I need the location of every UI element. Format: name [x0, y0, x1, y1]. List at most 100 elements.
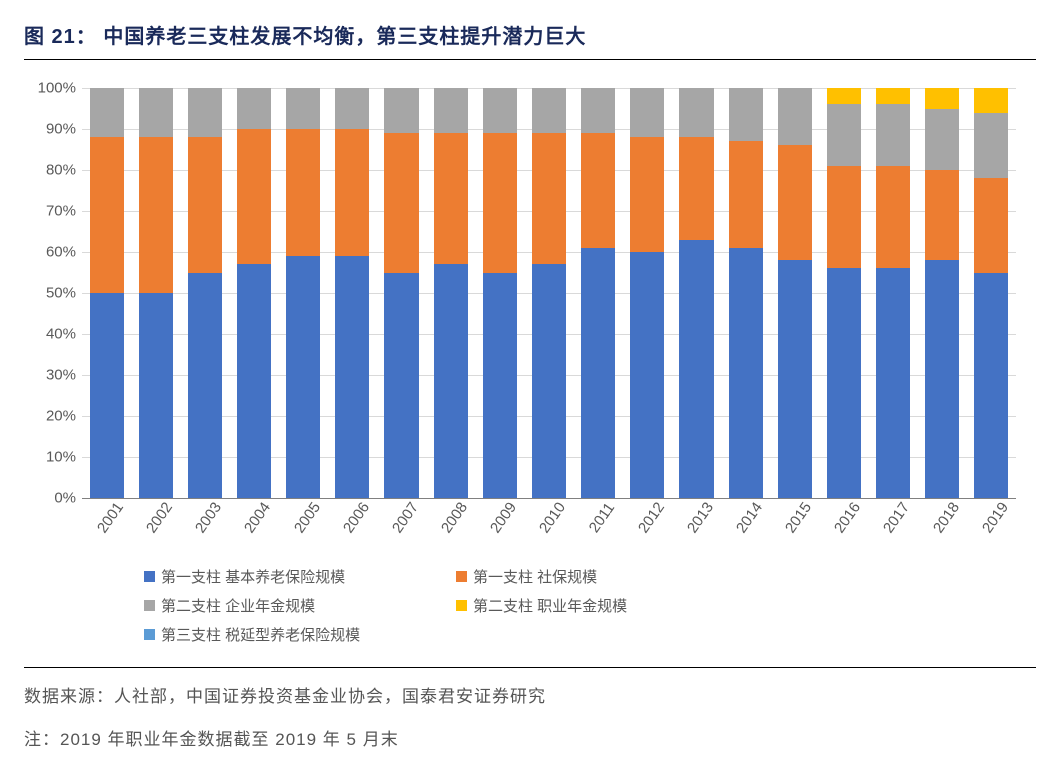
bar-column — [237, 88, 271, 498]
bar-column — [679, 88, 713, 498]
bar-column — [827, 88, 861, 498]
bar-segment — [974, 113, 1008, 179]
y-tick-label: 40% — [24, 326, 76, 343]
title-text: 中国养老三支柱发展不均衡，第三支柱提升潜力巨大 — [103, 26, 586, 48]
legend-label: 第三支柱 税延型养老保险规模 — [161, 624, 360, 645]
bar-segment — [286, 88, 320, 129]
y-tick-label: 100% — [24, 80, 76, 97]
bar-segment — [876, 104, 910, 166]
legend-swatch — [456, 571, 467, 582]
bar-column — [139, 88, 173, 498]
bar-segment — [286, 129, 320, 256]
bar-segment — [139, 88, 173, 137]
bar-segment — [925, 88, 959, 109]
title-prefix: 图 21： — [24, 26, 97, 48]
bar-segment — [581, 88, 615, 133]
legend: 第一支柱 基本养老保险规模 第一支柱 社保规模第二支柱 企业年金规模 第二支柱 职业… — [144, 566, 964, 645]
bar-segment — [974, 88, 1008, 113]
bar-column — [532, 88, 566, 498]
figure-title: 图 21： 中国养老三支柱发展不均衡，第三支柱提升潜力巨大 — [24, 20, 1036, 60]
bar-segment — [630, 137, 664, 252]
bar-segment — [532, 88, 566, 133]
bar-segment — [581, 133, 615, 248]
y-tick-label: 10% — [24, 449, 76, 466]
bar-segment — [384, 273, 418, 499]
bar-segment — [286, 256, 320, 498]
bar-segment — [237, 88, 271, 129]
y-tick-label: 50% — [24, 285, 76, 302]
y-tick-label: 70% — [24, 203, 76, 220]
bar-column — [483, 88, 517, 498]
bar-column — [384, 88, 418, 498]
bar-segment — [679, 137, 713, 240]
legend-label: 第二支柱 企业年金规模 — [161, 595, 315, 616]
legend-swatch — [456, 600, 467, 611]
bar-segment — [139, 293, 173, 498]
bar-segment — [90, 293, 124, 498]
bar-column — [974, 88, 1008, 498]
bar-column — [581, 88, 615, 498]
y-tick-label: 90% — [24, 121, 76, 138]
bar-segment — [434, 88, 468, 133]
bar-segment — [679, 240, 713, 498]
bar-segment — [876, 88, 910, 104]
bar-segment — [532, 264, 566, 498]
legend-item: 第二支柱 职业年金规模 — [456, 595, 736, 616]
bar-segment — [729, 248, 763, 498]
bar-segment — [188, 273, 222, 499]
bar-column — [729, 88, 763, 498]
bar-segment — [974, 178, 1008, 272]
legend-item: 第三支柱 税延型养老保险规模 — [144, 624, 424, 645]
bar-segment — [335, 256, 369, 498]
legend-label: 第一支柱 基本养老保险规模 — [161, 566, 345, 587]
legend-swatch — [144, 571, 155, 582]
y-tick-label: 80% — [24, 162, 76, 179]
bar-segment — [434, 133, 468, 264]
bars-container — [82, 88, 1016, 498]
y-tick-label: 0% — [24, 490, 76, 507]
bar-segment — [335, 129, 369, 256]
bar-column — [188, 88, 222, 498]
bar-segment — [876, 166, 910, 269]
bar-segment — [827, 88, 861, 104]
bar-segment — [778, 88, 812, 145]
bar-column — [286, 88, 320, 498]
y-tick-label: 20% — [24, 408, 76, 425]
y-tick-label: 30% — [24, 367, 76, 384]
bar-segment — [237, 264, 271, 498]
bar-segment — [827, 268, 861, 498]
bar-segment — [925, 260, 959, 498]
bar-segment — [188, 137, 222, 272]
legend-swatch — [144, 600, 155, 611]
x-tick-label: 2019 — [979, 499, 1039, 555]
legend-label: 第二支柱 职业年金规模 — [473, 595, 627, 616]
y-tick-label: 60% — [24, 244, 76, 261]
bar-segment — [679, 88, 713, 137]
legend-swatch — [144, 629, 155, 640]
bar-column — [335, 88, 369, 498]
bar-segment — [384, 133, 418, 272]
bar-segment — [581, 248, 615, 498]
bar-column — [778, 88, 812, 498]
bar-segment — [237, 129, 271, 264]
bar-segment — [630, 88, 664, 137]
bar-segment — [827, 166, 861, 269]
legend-item: 第二支柱 企业年金规模 — [144, 595, 424, 616]
bar-segment — [483, 273, 517, 499]
bar-segment — [827, 104, 861, 166]
bar-column — [925, 88, 959, 498]
plot-region: 0%10%20%30%40%50%60%70%80%90%100% — [82, 88, 1016, 498]
bar-segment — [139, 137, 173, 293]
bar-segment — [729, 88, 763, 141]
bar-segment — [384, 88, 418, 133]
bar-segment — [483, 88, 517, 133]
bar-segment — [630, 252, 664, 498]
legend-label: 第一支柱 社保规模 — [473, 566, 597, 587]
legend-item: 第一支柱 基本养老保险规模 — [144, 566, 424, 587]
bar-segment — [778, 260, 812, 498]
data-source: 数据来源：人社部，中国证券投资基金业协会，国泰君安证券研究 — [24, 667, 1036, 707]
bar-column — [630, 88, 664, 498]
bar-column — [434, 88, 468, 498]
bar-segment — [90, 137, 124, 293]
x-axis-labels: 2001200220032004200520062007200820092010… — [82, 498, 1016, 548]
